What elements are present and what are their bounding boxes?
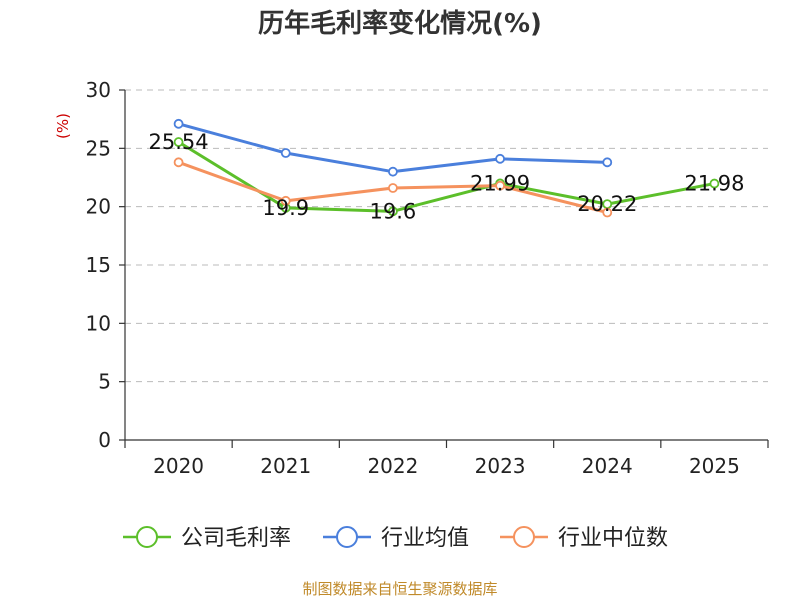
series-line: [177, 122, 609, 174]
data-point[interactable]: [495, 153, 505, 164]
data-point[interactable]: [602, 157, 613, 168]
legend-item[interactable]: 公司毛利率: [123, 526, 291, 551]
grid-lines: [125, 89, 768, 383]
data-label: 21.98: [684, 172, 744, 196]
data-point[interactable]: [388, 166, 398, 177]
data-point[interactable]: [173, 137, 184, 147]
data-label: 19.6: [370, 199, 417, 223]
y-tick-label: 30: [86, 78, 111, 102]
legend-label: 行业均值: [381, 526, 469, 551]
data-source-note: 制图数据来自恒生聚源数据库: [302, 580, 497, 598]
y-tick-label: 10: [86, 311, 111, 335]
series-lines: [173, 118, 720, 218]
data-point[interactable]: [280, 148, 291, 158]
data-point[interactable]: [709, 178, 720, 189]
chart-title: 历年毛利率变化情况(%): [258, 8, 542, 39]
data-point[interactable]: [495, 180, 505, 191]
y-tick-label: 25: [86, 136, 111, 160]
data-labels: 25.54 19.9 19.6 21.99 20.22 21.98: [149, 130, 745, 223]
legend-marker: [136, 526, 158, 548]
y-tick-label: 20: [86, 195, 111, 219]
data-point[interactable]: [602, 207, 613, 218]
data-label: 21.99: [470, 171, 530, 195]
legend[interactable]: 公司毛利率 行业均值 行业中位数: [123, 526, 668, 551]
x-tick-label: 2023: [475, 454, 526, 478]
legend-label: 行业中位数: [558, 526, 668, 551]
y-tick-label: 0: [98, 428, 111, 452]
x-tick-label: 2021: [260, 454, 311, 478]
y-tick-label: 5: [98, 370, 111, 394]
data-point[interactable]: [388, 206, 398, 217]
legend-marker: [513, 526, 535, 548]
legend-marker: [336, 526, 358, 548]
data-point[interactable]: [173, 118, 184, 129]
y-axis-unit: (%): [54, 113, 72, 139]
x-tick-label: 2025: [689, 454, 740, 478]
data-point[interactable]: [173, 157, 184, 168]
series-line: [177, 140, 716, 213]
data-point[interactable]: [280, 195, 291, 206]
legend-label: 公司毛利率: [181, 526, 291, 551]
legend-item[interactable]: 行业中位数: [500, 526, 668, 551]
y-tick-label: 15: [86, 253, 111, 277]
data-label: 25.54: [149, 130, 209, 154]
data-label: 20.22: [577, 192, 637, 216]
data-label: 19.9: [262, 196, 309, 220]
x-tick-label: 2020: [153, 454, 204, 478]
data-point[interactable]: [388, 183, 398, 193]
x-tick-label: 2024: [582, 454, 633, 478]
legend-item[interactable]: 行业均值: [323, 526, 469, 551]
x-tick-label: 2022: [367, 454, 418, 478]
